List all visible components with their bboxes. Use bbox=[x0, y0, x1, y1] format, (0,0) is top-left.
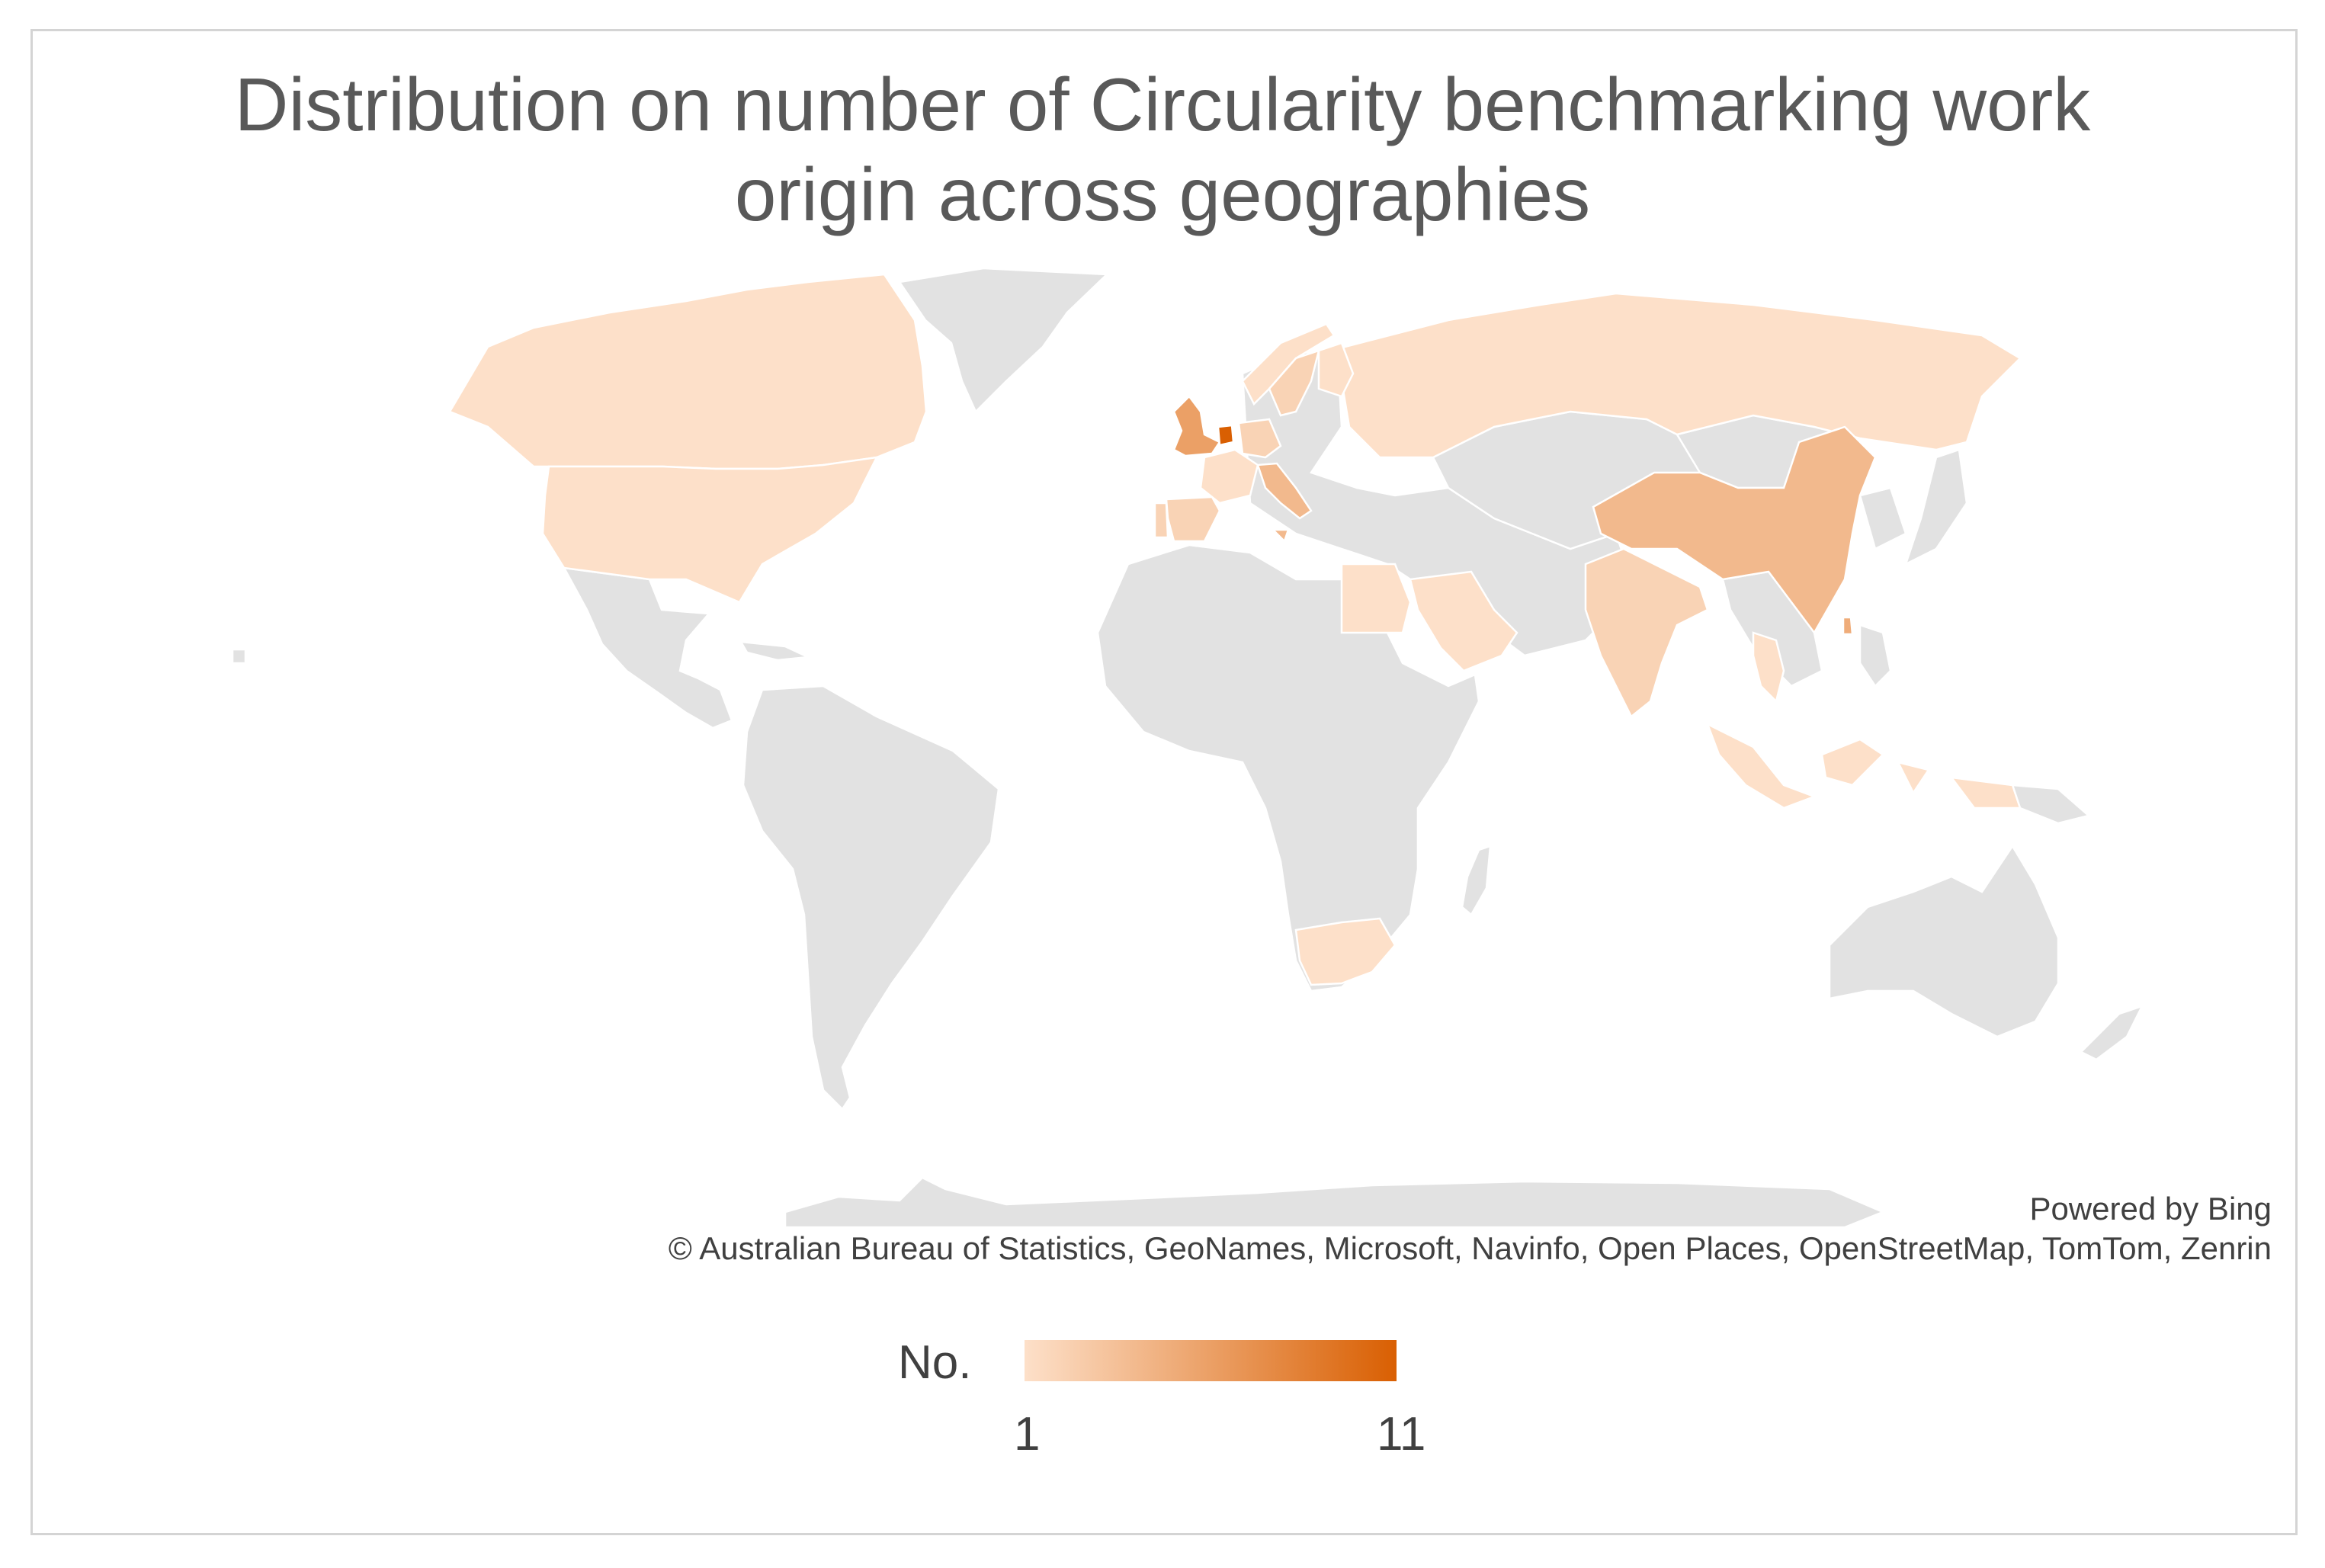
region-norway[interactable] bbox=[1241, 322, 1336, 406]
region-thailand[interactable] bbox=[1752, 631, 1785, 704]
title-line-1: Distribution on number of Circularity be… bbox=[234, 63, 2091, 146]
korea-japan bbox=[1858, 448, 1968, 566]
title-line-2: origin across geographies bbox=[734, 152, 1591, 236]
antarctica bbox=[784, 1176, 1886, 1229]
region-taiwan[interactable] bbox=[1842, 616, 1854, 636]
region-netherlands[interactable] bbox=[1217, 424, 1235, 447]
greenland bbox=[897, 267, 1109, 414]
region-spain[interactable] bbox=[1165, 495, 1221, 543]
data-countries bbox=[448, 273, 2022, 986]
region-germany[interactable] bbox=[1237, 418, 1282, 459]
map-title: Distribution on number of Circularity be… bbox=[0, 59, 2325, 239]
region-saudi-arabia[interactable] bbox=[1409, 570, 1518, 672]
region-france[interactable] bbox=[1199, 448, 1259, 505]
legend-color-bar bbox=[1025, 1340, 1397, 1381]
region-egypt[interactable] bbox=[1340, 563, 1412, 634]
legend-min-label: 1 bbox=[1014, 1408, 1041, 1461]
australia bbox=[1828, 844, 2060, 1038]
region-russia[interactable] bbox=[1329, 292, 2022, 459]
region-united-kingdom[interactable] bbox=[1172, 395, 1221, 457]
papua bbox=[2011, 784, 2091, 825]
region-finland[interactable] bbox=[1317, 341, 1355, 398]
region-india[interactable] bbox=[1584, 547, 1709, 718]
legend-title: No. bbox=[898, 1336, 972, 1389]
caribbean bbox=[739, 640, 812, 662]
region-sweden[interactable] bbox=[1268, 349, 1320, 417]
attribution-text: © Australian Bureau of Statistics, GeoNa… bbox=[668, 1230, 2272, 1266]
powered-by-text: Powered by Bing bbox=[2029, 1191, 2272, 1227]
region-south-africa[interactable] bbox=[1294, 917, 1397, 986]
madagascar bbox=[1461, 845, 1492, 916]
south-america bbox=[742, 685, 1000, 1111]
philippines bbox=[1858, 624, 1892, 688]
region-canada[interactable] bbox=[448, 273, 928, 470]
region-united-states[interactable] bbox=[541, 456, 879, 604]
mexico-central-america bbox=[562, 566, 733, 729]
region-indonesia[interactable] bbox=[1705, 722, 2022, 810]
region-portugal[interactable] bbox=[1153, 502, 1169, 539]
legend-max-label: 11 bbox=[1377, 1408, 1426, 1461]
region-italy[interactable] bbox=[1256, 462, 1313, 544]
new-zealand bbox=[2079, 1004, 2144, 1061]
hawaii-marker bbox=[231, 648, 247, 665]
region-china[interactable] bbox=[1592, 425, 1877, 635]
